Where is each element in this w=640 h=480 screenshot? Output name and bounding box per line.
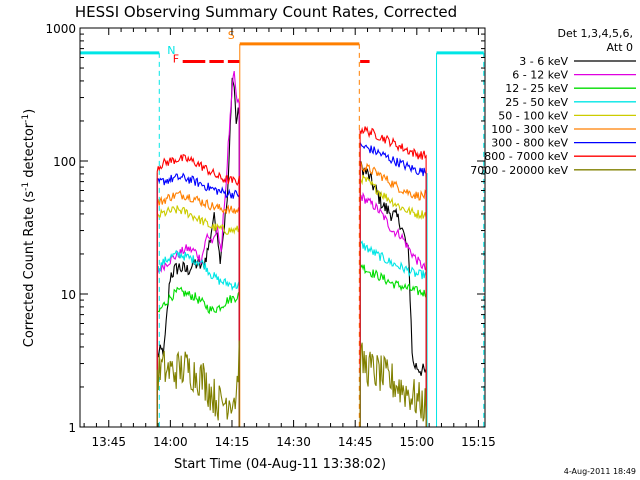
y-axis-label-end: ) — [22, 109, 37, 114]
series-7-segment-1 — [359, 126, 427, 427]
x-tick-label-5: 15:00 — [400, 435, 435, 449]
series-8-segment-1 — [359, 342, 427, 427]
x-tick-label-4: 14:45 — [338, 435, 373, 449]
x-tick-label-1: 14:00 — [153, 435, 188, 449]
footer-timestamp: 4-Aug-2011 18:49 — [564, 467, 636, 476]
night-flag-label: N — [167, 44, 175, 57]
plot-frame — [79, 27, 486, 428]
x-axis-label: Start Time (04-Aug-11 13:38:02) — [174, 457, 386, 472]
series-0-segment-1 — [359, 161, 427, 427]
legend-header-1: Det 1,3,4,5,6, — [557, 27, 633, 40]
series-2-segment-0 — [156, 286, 240, 427]
legend-label-7: 800 - 7000 keV — [484, 150, 568, 163]
series-8-segment-0 — [156, 340, 240, 427]
y-axis-label-main: Corrected Count Rate (s — [22, 191, 37, 348]
series-4-segment-0 — [156, 205, 240, 427]
saa-flag-label: S — [228, 29, 235, 42]
legend-label-0: 3 - 6 keV — [519, 55, 568, 68]
series-1-segment-1 — [359, 191, 427, 427]
series-1-segment-0 — [156, 70, 240, 427]
series-5-segment-1 — [359, 161, 427, 427]
x-tick-label-2: 14:15 — [215, 435, 250, 449]
x-tick-label-6: 15:15 — [461, 435, 496, 449]
y-axis: 1 10 100 1000 — [45, 22, 485, 435]
x-axis: 13:45 14:00 14:15 14:30 14:45 15:00 15:15 — [83, 28, 496, 449]
x-tick-label-3: 14:30 — [276, 435, 311, 449]
chart-title: HESSI Observing Summary Count Rates, Cor… — [75, 3, 457, 21]
series-6-segment-1 — [359, 142, 427, 427]
y-tick-label-1: 10 — [61, 288, 76, 302]
series-4-segment-1 — [359, 174, 427, 427]
y-axis-label-sup1: -1 — [21, 182, 31, 191]
y-axis-label-sup2: -1 — [21, 114, 31, 123]
legend-label-2: 12 - 25 keV — [505, 82, 568, 95]
legend-label-5: 100 - 300 keV — [491, 123, 568, 136]
y-tick-label-2: 100 — [53, 155, 76, 169]
series-3-segment-1 — [359, 240, 427, 427]
legend-header-2: Att 0 — [607, 41, 633, 54]
y-axis-label-mid: detector — [22, 122, 37, 182]
series-7-segment-0 — [156, 153, 240, 427]
legend-label-4: 50 - 100 keV — [498, 109, 568, 122]
legend-label-8: 7000 - 20000 keV — [470, 164, 568, 177]
flare-flag-label: F — [173, 52, 179, 65]
series-5-segment-0 — [156, 189, 240, 427]
series-2-segment-1 — [359, 261, 427, 427]
series-6-segment-0 — [156, 172, 240, 427]
legend-label-6: 300 - 800 keV — [491, 137, 568, 150]
y-tick-label-0: 1 — [68, 421, 76, 435]
y-axis-label: Corrected Count Rate (s-1 detector-1) — [21, 109, 37, 347]
legend-label-3: 25 - 50 keV — [505, 96, 568, 109]
series-3-segment-0 — [156, 249, 240, 427]
x-tick-label-0: 13:45 — [91, 435, 126, 449]
series-layer — [156, 70, 427, 427]
flags-layer: NF S — [80, 29, 485, 427]
legend-label-1: 6 - 12 keV — [512, 69, 568, 82]
y-tick-label-3: 1000 — [45, 22, 76, 36]
